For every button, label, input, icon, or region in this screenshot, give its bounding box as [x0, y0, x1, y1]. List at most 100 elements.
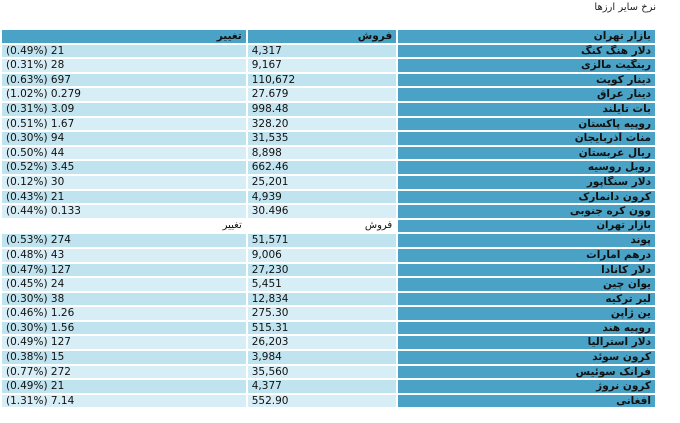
- currency-name-cell: بات تايلند: [398, 102, 655, 116]
- currency-name-cell: درهم امارات: [398, 248, 655, 262]
- table-row: (0.44%) 0.133 30.496 وون کره جنوبی: [2, 205, 655, 218]
- sell-cell: 328.20: [247, 117, 397, 131]
- table-row: (0.43%) 21 4,939 کرون دانمارک: [2, 190, 655, 204]
- sell-cell: 662.46: [247, 161, 397, 174]
- change-cell: (0.43%) 21: [2, 190, 246, 204]
- table-row: (0.49%) 21 4,377 کرون نروژ: [2, 380, 655, 393]
- change-cell: (0.48%) 43: [2, 248, 246, 262]
- sell-cell: 110,672: [247, 73, 397, 87]
- table-row: (0.45%) 24 5,451 يوان چين: [2, 278, 655, 291]
- change-cell: (0.31%) 28: [2, 59, 246, 72]
- currency-name-cell: دينار کويت: [398, 73, 655, 87]
- currency-name-cell: ريال عربستان: [398, 146, 655, 160]
- exchange-rates-table: تغيير فروش بازار تهران (0.49%) 21 4,317 دل…: [0, 28, 657, 409]
- sell-cell: 51,571: [247, 234, 397, 247]
- change-cell: (0.46%) 1.26: [2, 307, 246, 320]
- table-row: (0.31%) 28 9,167 رينگيت مالزی: [2, 59, 655, 72]
- sell-cell: 8,898: [247, 146, 397, 160]
- currency-name-cell: فرانک سوئيس: [398, 365, 655, 379]
- change-cell: (0.77%) 272: [2, 365, 246, 379]
- sell-cell: 35,560: [247, 365, 397, 379]
- change-cell: (0.49%) 21: [2, 380, 246, 393]
- table-row: (1.31%) 7.14 552.90 افغانی: [2, 394, 655, 408]
- sell-cell: 9,006: [247, 248, 397, 262]
- table-row: (0.53%) 274 51,571 پوند: [2, 234, 655, 247]
- change-cell: (0.30%) 94: [2, 132, 246, 145]
- currency-name-cell: پوند: [398, 234, 655, 247]
- currency-name-cell: دلار استراليا: [398, 336, 655, 350]
- sell-cell: 3,984: [247, 351, 397, 364]
- table-row: (0.49%) 127 26,203 دلار استراليا: [2, 336, 655, 350]
- table-row: (0.30%) 1.56 515.31 روپيه هند: [2, 321, 655, 335]
- subheader-change: تغيير: [2, 219, 246, 233]
- change-cell: (0.50%) 44: [2, 146, 246, 160]
- change-cell: (0.52%) 3.45: [2, 161, 246, 174]
- table-row: (0.48%) 43 9,006 درهم امارات: [2, 248, 655, 262]
- sell-cell: 4,377: [247, 380, 397, 393]
- currency-name-cell: دلار هنگ کنگ: [398, 44, 655, 58]
- sell-cell: 31,535: [247, 132, 397, 145]
- table-row: (0.31%) 3.09 998.48 بات تايلند: [2, 102, 655, 116]
- sell-cell: 27,230: [247, 263, 397, 277]
- table-row: (0.46%) 1.26 275.30 ين ژاپن: [2, 307, 655, 320]
- change-cell: (0.45%) 24: [2, 278, 246, 291]
- table-row: (0.49%) 21 4,317 دلار هنگ کنگ: [2, 44, 655, 58]
- change-cell: (0.12%) 30: [2, 175, 246, 189]
- table-row: (0.52%) 3.45 662.46 روبل روسيه: [2, 161, 655, 174]
- currency-name-cell: يوان چين: [398, 278, 655, 291]
- subheader-sell: فروش: [247, 219, 397, 233]
- currency-name-cell: وون کره جنوبی: [398, 205, 655, 218]
- sell-cell: 27.679: [247, 88, 397, 101]
- table-header-row: تغيير فروش بازار تهران: [2, 30, 655, 43]
- table-row: (1.02%) 0.279 27.679 دينار عراق: [2, 88, 655, 101]
- change-cell: (0.44%) 0.133: [2, 205, 246, 218]
- change-cell: (0.38%) 15: [2, 351, 246, 364]
- currency-name-cell: لير ترکيه: [398, 292, 655, 306]
- column-header-sell: فروش: [247, 30, 397, 43]
- change-cell: (0.51%) 1.67: [2, 117, 246, 131]
- sell-cell: 25,201: [247, 175, 397, 189]
- change-cell: (0.63%) 697: [2, 73, 246, 87]
- change-cell: (0.47%) 127: [2, 263, 246, 277]
- table-row: (0.51%) 1.67 328.20 روپيه پاکستان: [2, 117, 655, 131]
- change-cell: (0.30%) 38: [2, 292, 246, 306]
- subheader-market: بازار تهران: [398, 219, 655, 233]
- currency-name-cell: کرون نروژ: [398, 380, 655, 393]
- sell-cell: 515.31: [247, 321, 397, 335]
- currency-name-cell: منات آذربايجان: [398, 132, 655, 145]
- sell-cell: 552.90: [247, 394, 397, 408]
- currency-name-cell: روپيه پاکستان: [398, 117, 655, 131]
- currency-name-cell: روپيه هند: [398, 321, 655, 335]
- currency-name-cell: دلار کانادا: [398, 263, 655, 277]
- table-row: (0.30%) 38 12,834 لير ترکيه: [2, 292, 655, 306]
- sell-cell: 998.48: [247, 102, 397, 116]
- currency-name-cell: رينگيت مالزی: [398, 59, 655, 72]
- table-row: (0.47%) 127 27,230 دلار کانادا: [2, 263, 655, 277]
- table-subheader-row: تغيير فروش بازار تهران: [2, 219, 655, 233]
- currency-name-cell: افغانی: [398, 394, 655, 408]
- sell-cell: 26,203: [247, 336, 397, 350]
- sell-cell: 4,317: [247, 44, 397, 58]
- change-cell: (0.30%) 1.56: [2, 321, 246, 335]
- sell-cell: 12,834: [247, 292, 397, 306]
- sell-cell: 30.496: [247, 205, 397, 218]
- change-cell: (1.02%) 0.279: [2, 88, 246, 101]
- table-row: (0.63%) 697 110,672 دينار کويت: [2, 73, 655, 87]
- change-cell: (0.53%) 274: [2, 234, 246, 247]
- currency-name-cell: کرون دانمارک: [398, 190, 655, 204]
- page-title: نرخ سایر ارزها: [594, 2, 656, 13]
- sell-cell: 5,451: [247, 278, 397, 291]
- change-cell: (0.49%) 127: [2, 336, 246, 350]
- table-row: (0.77%) 272 35,560 فرانک سوئيس: [2, 365, 655, 379]
- column-header-change: تغيير: [2, 30, 246, 43]
- currency-name-cell: دلار سنگاپور: [398, 175, 655, 189]
- currency-name-cell: کرون سوئد: [398, 351, 655, 364]
- sell-cell: 275.30: [247, 307, 397, 320]
- table-row: (0.30%) 94 31,535 منات آذربايجان: [2, 132, 655, 145]
- table-row: (0.50%) 44 8,898 ريال عربستان: [2, 146, 655, 160]
- change-cell: (0.49%) 21: [2, 44, 246, 58]
- currency-name-cell: ين ژاپن: [398, 307, 655, 320]
- sell-cell: 4,939: [247, 190, 397, 204]
- table-row: (0.12%) 30 25,201 دلار سنگاپور: [2, 175, 655, 189]
- change-cell: (1.31%) 7.14: [2, 394, 246, 408]
